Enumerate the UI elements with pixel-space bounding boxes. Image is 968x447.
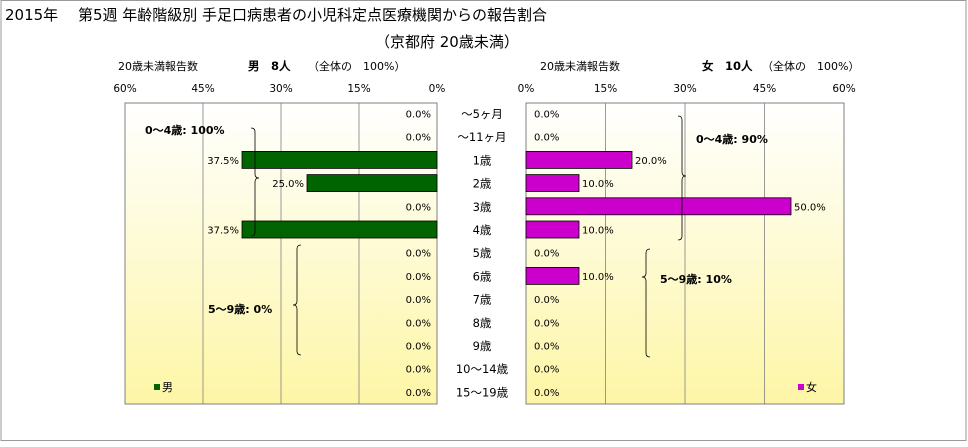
left-tick-label: 45%	[191, 83, 214, 95]
chart-title: 2015年 第5週 年齢階級別 手足口病患者の小児科定点医療機関からの報告割合	[5, 6, 547, 24]
left-value-label: 0.0%	[406, 342, 431, 353]
left-group-5-9-label: 5～9歳: 0%	[208, 302, 272, 316]
right-value-label: 0.0%	[534, 318, 559, 329]
left-bar	[306, 174, 438, 193]
right-header-note: （全体の 100%）	[762, 59, 859, 73]
right-value-label: 10.0%	[582, 226, 614, 237]
left-tick-label: 30%	[269, 83, 292, 95]
left-tick-label: 0%	[429, 83, 446, 95]
left-value-label: 0.0%	[406, 272, 431, 283]
right-legend-label: 女	[806, 380, 817, 394]
left-value-label: 0.0%	[406, 388, 431, 399]
right-value-label: 10.0%	[582, 272, 614, 283]
left-legend-label: 男	[162, 381, 173, 394]
left-tick-label: 60%	[113, 83, 136, 95]
left-value-label: 0.0%	[406, 365, 431, 376]
right-bar	[525, 220, 580, 239]
right-tick-label: 15%	[594, 83, 617, 95]
left-header-sex: 男 8人	[248, 59, 291, 73]
right-value-label: 50.0%	[794, 202, 826, 213]
left-value-label: 0.0%	[406, 202, 431, 213]
right-group-5-9-label: 5～9歳: 10%	[660, 272, 732, 286]
category-label: 1歳	[473, 153, 492, 167]
category-label: 5歳	[473, 246, 492, 260]
chart-subtitle: （京都府 20歳未満）	[375, 33, 519, 51]
right-tick-label: 0%	[518, 83, 535, 95]
left-value-label: 25.0%	[272, 179, 304, 190]
right-header-label: 20歳未満報告数	[540, 60, 620, 73]
left-header-note: （全体の 100%）	[308, 59, 405, 73]
left-value-label: 0.0%	[406, 133, 431, 144]
left-value-label: 37.5%	[207, 226, 239, 237]
left-legend-swatch	[154, 384, 160, 390]
left-bar	[241, 150, 438, 169]
category-label: 4歳	[473, 223, 492, 237]
category-label: ～5ヶ月	[461, 107, 503, 121]
category-label: 9歳	[473, 339, 492, 353]
left-value-label: 0.0%	[406, 318, 431, 329]
left-value-label: 37.5%	[207, 156, 239, 167]
left-bar	[241, 220, 438, 239]
category-label: 7歳	[473, 293, 492, 307]
right-group-0-4-label: 0～4歳: 90%	[696, 132, 768, 146]
left-group-0-4-label: 0～4歳: 100%	[145, 123, 225, 137]
category-label: 10～14歳	[456, 362, 509, 376]
category-label: 8歳	[473, 316, 492, 330]
left-tick-label: 15%	[347, 83, 370, 95]
right-bar	[525, 197, 792, 216]
category-label: ～11ヶ月	[457, 130, 506, 144]
right-legend-swatch	[798, 384, 804, 390]
left-value-label: 0.0%	[406, 295, 431, 306]
right-bar	[525, 266, 580, 285]
left-value-label: 0.0%	[406, 249, 431, 260]
right-bracket-5-9	[641, 248, 651, 358]
category-label: 15～19歳	[456, 385, 509, 399]
right-value-label: 0.0%	[534, 110, 559, 121]
right-tick-label: 60%	[832, 83, 855, 95]
right-bar	[525, 150, 633, 169]
right-value-label: 0.0%	[534, 388, 559, 399]
left-header-label: 20歳未満報告数	[118, 60, 198, 73]
right-value-label: 20.0%	[635, 156, 667, 167]
left-bracket-0-4	[250, 127, 260, 237]
right-bracket-0-4	[677, 115, 687, 241]
category-label: 3歳	[473, 200, 492, 214]
right-value-label: 0.0%	[534, 133, 559, 144]
right-value-label: 0.0%	[534, 365, 559, 376]
category-label: 6歳	[473, 269, 492, 283]
right-value-label: 0.0%	[534, 342, 559, 353]
category-label: 2歳	[473, 177, 492, 191]
right-value-label: 0.0%	[534, 249, 559, 260]
right-value-label: 10.0%	[582, 179, 614, 190]
right-tick-label: 30%	[673, 83, 696, 95]
right-bar	[525, 174, 580, 193]
right-value-label: 0.0%	[534, 295, 559, 306]
right-header-sex: 女 10人	[702, 59, 753, 73]
left-bracket-5-9	[292, 244, 302, 356]
right-tick-label: 45%	[753, 83, 776, 95]
left-value-label: 0.0%	[406, 110, 431, 121]
